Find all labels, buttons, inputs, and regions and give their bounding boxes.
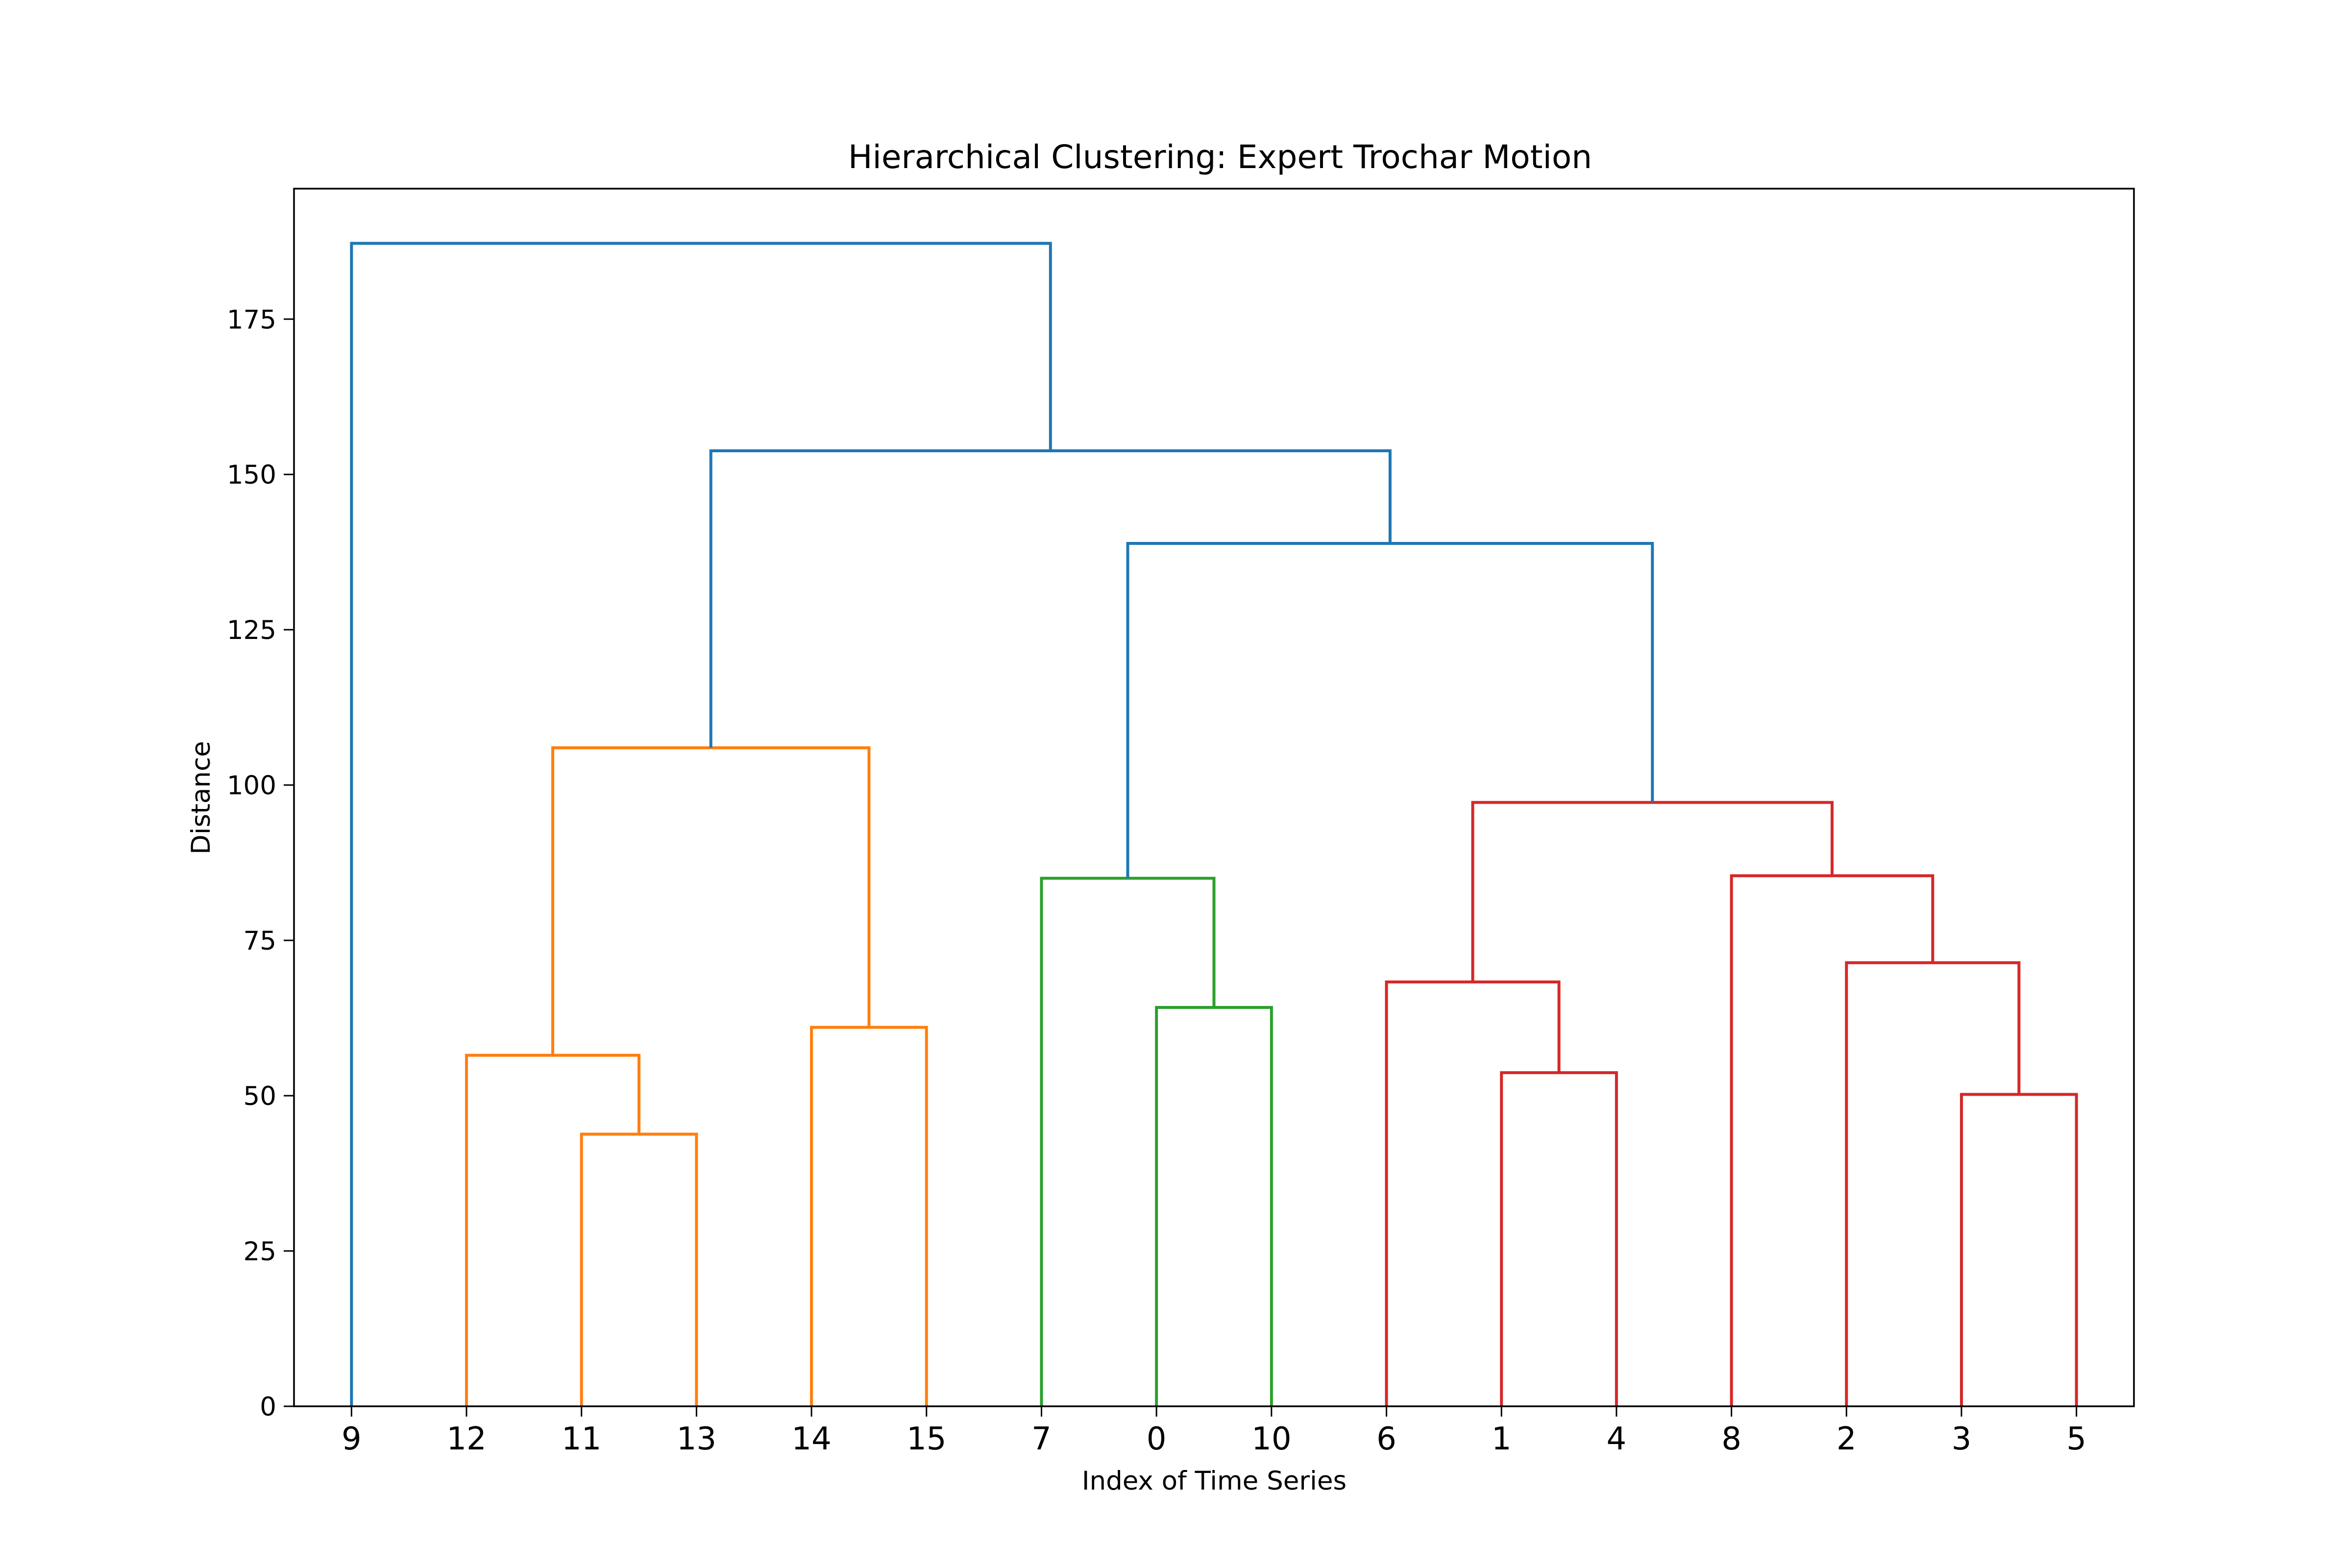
x-tick-label: 0 — [1147, 1421, 1167, 1457]
dendrogram-link — [1960, 1093, 2078, 1406]
chart-title: Hierarchical Clustering: Expert Trochar … — [848, 138, 1592, 176]
x-tick-label: 10 — [1251, 1421, 1291, 1457]
x-tick-label: 12 — [446, 1421, 486, 1457]
dendrogram-link — [1155, 1006, 1273, 1406]
x-tick-label: 6 — [1376, 1421, 1396, 1457]
x-tick-label: 15 — [906, 1421, 946, 1457]
y-tick-label: 150 — [227, 460, 276, 490]
dendrogram-link — [580, 1132, 698, 1406]
x-tick-label: 14 — [791, 1421, 831, 1457]
y-tick-label: 125 — [227, 615, 276, 645]
dendrogram-link — [1500, 1071, 1618, 1406]
x-tick-label: 8 — [1721, 1421, 1741, 1457]
y-tick-label: 175 — [227, 305, 276, 335]
dendrogram-link — [1471, 801, 1834, 982]
y-tick-label: 100 — [227, 771, 276, 801]
dendrogram-link — [810, 1026, 928, 1406]
axes-frame — [293, 188, 2135, 1407]
dendrogram-links — [350, 242, 2078, 1406]
x-tick-label: 7 — [1031, 1421, 1052, 1457]
dendrogram-link — [1040, 877, 1216, 1406]
x-axis-label: Index of Time Series — [1082, 1466, 1347, 1496]
dendrogram-link — [1845, 961, 2021, 1406]
dendrogram-link — [709, 449, 1392, 748]
x-tick-label: 3 — [1952, 1421, 1972, 1457]
dendrogram-link — [551, 746, 871, 1055]
x-axis: 9 12 11 13 14 15 7 0 10 6 1 4 8 2 3 5 — [342, 1406, 2086, 1457]
dendrogram-link — [465, 1054, 641, 1406]
dendrogram-link — [350, 242, 1052, 1406]
y-axis-label: Distance — [186, 741, 216, 855]
dendrogram-link — [1126, 541, 1654, 879]
y-tick-label: 25 — [244, 1237, 276, 1267]
dendrogram-link — [1730, 874, 1935, 1406]
x-tick-label: 4 — [1607, 1421, 1627, 1457]
y-tick-label: 75 — [244, 926, 276, 956]
x-tick-label: 11 — [562, 1421, 601, 1457]
x-tick-label: 9 — [342, 1421, 362, 1457]
x-tick-label: 1 — [1492, 1421, 1512, 1457]
y-axis: 0 25 50 75 100 125 150 175 — [227, 305, 294, 1422]
y-tick-label: 50 — [244, 1081, 276, 1111]
x-tick-label: 2 — [1837, 1421, 1857, 1457]
x-tick-label: 5 — [2066, 1421, 2086, 1457]
y-tick-label: 0 — [260, 1392, 276, 1422]
dendrogram-link — [1385, 980, 1561, 1406]
x-tick-label: 13 — [677, 1421, 716, 1457]
